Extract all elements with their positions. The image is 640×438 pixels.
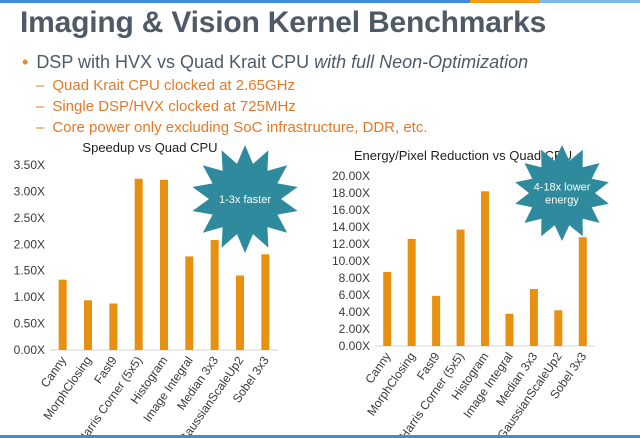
starburst-callout bbox=[515, 145, 609, 241]
chart-title: Speedup vs Quad CPU bbox=[82, 140, 217, 155]
starburst-label: energy bbox=[545, 195, 579, 207]
y-tick-label: 3.50X bbox=[14, 158, 45, 172]
y-tick-label: 16.00X bbox=[332, 203, 370, 217]
starburst-label: 1-3x faster bbox=[219, 194, 271, 206]
starburst-callout bbox=[192, 145, 298, 253]
bar bbox=[109, 303, 118, 350]
main-bullet-italic: with full Neon-Optimization bbox=[314, 52, 529, 72]
bar bbox=[58, 279, 67, 350]
sub-bullet-text: Single DSP/HVX clocked at 725MHz bbox=[52, 98, 296, 115]
bottom-accent-bar bbox=[0, 435, 640, 438]
y-tick-label: 12.00X bbox=[332, 237, 370, 251]
y-tick-label: 2.00X bbox=[14, 237, 45, 251]
bar bbox=[578, 237, 587, 346]
slide-title: Imaging & Vision Kernel Benchmarks bbox=[20, 6, 547, 39]
y-tick-label: 10.00X bbox=[332, 254, 370, 268]
bar bbox=[383, 272, 392, 346]
y-tick-label: 0.50X bbox=[14, 317, 45, 331]
bar bbox=[236, 275, 244, 350]
chart-title: Energy/Pixel Reduction vs Quad CPU bbox=[354, 148, 572, 163]
starburst-label: 4-18x lower bbox=[534, 182, 591, 194]
bullet-dot: • bbox=[22, 52, 29, 72]
bar bbox=[210, 240, 219, 350]
y-tick-label: 0.00X bbox=[14, 343, 45, 357]
bar bbox=[134, 178, 143, 350]
y-tick-label: 3.00X bbox=[14, 184, 45, 198]
bar bbox=[481, 191, 489, 346]
y-tick-label: 4.00X bbox=[339, 305, 370, 319]
top-accent-bar bbox=[0, 0, 640, 3]
y-tick-label: 2.00X bbox=[339, 322, 370, 336]
main-bullet-text: DSP with HVX vs Quad Krait CPU bbox=[36, 52, 310, 72]
sub-bullet: – Quad Krait CPU clocked at 2.65GHz bbox=[36, 77, 295, 94]
y-tick-label: 14.00X bbox=[332, 220, 370, 234]
main-bullet: • DSP with HVX vs Quad Krait CPU with ful… bbox=[22, 52, 622, 73]
bar bbox=[160, 179, 168, 350]
y-tick-label: 1.00X bbox=[14, 290, 45, 304]
sub-bullet-text: Core power only excluding SoC infrastruc… bbox=[52, 119, 428, 136]
y-tick-label: 8.00X bbox=[339, 271, 370, 285]
y-tick-label: 2.50X bbox=[14, 211, 45, 225]
bar bbox=[554, 310, 563, 346]
bar bbox=[407, 238, 416, 346]
sub-bullet: – Core power only excluding SoC infrastru… bbox=[36, 119, 428, 136]
bar bbox=[185, 256, 194, 350]
bar bbox=[432, 295, 441, 346]
accent-blue bbox=[0, 0, 470, 3]
sub-bullet: – Single DSP/HVX clocked at 725MHz bbox=[36, 98, 296, 115]
bullet-list: • DSP with HVX vs Quad Krait CPU with ful… bbox=[22, 52, 622, 136]
y-tick-label: 1.50X bbox=[14, 264, 45, 278]
y-tick-label: 0.00X bbox=[339, 339, 370, 353]
y-tick-label: 6.00X bbox=[339, 288, 370, 302]
bar bbox=[505, 313, 514, 346]
y-tick-label: 20.00X bbox=[332, 169, 370, 183]
y-tick-label: 18.00X bbox=[332, 186, 370, 200]
accent-orange bbox=[470, 0, 540, 3]
bar bbox=[261, 254, 270, 350]
bar bbox=[529, 289, 538, 346]
bar bbox=[456, 229, 465, 346]
sub-bullet-text: Quad Krait CPU clocked at 2.65GHz bbox=[52, 77, 295, 94]
bar bbox=[84, 300, 92, 350]
accent-lightblue bbox=[540, 0, 640, 3]
